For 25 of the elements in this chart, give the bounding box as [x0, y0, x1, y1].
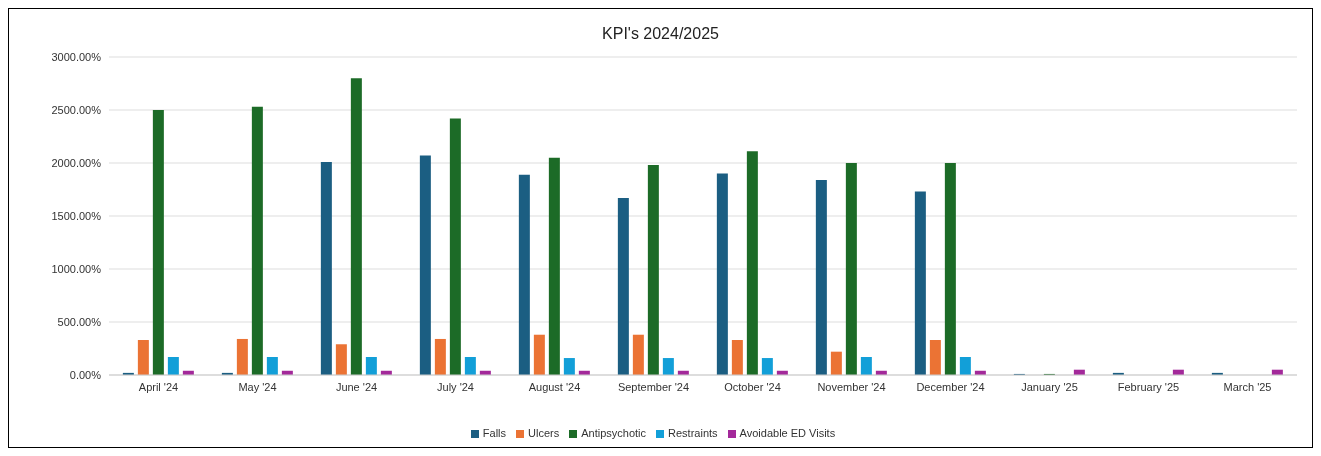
legend-label: Falls [482, 427, 507, 439]
x-tick-label: February '25 [1117, 380, 1180, 393]
y-tick-label: 1000.00% [51, 262, 102, 275]
y-tick-label: 0.00% [69, 368, 102, 381]
x-tick-label: May '24 [238, 380, 277, 393]
y-tick-label: 500.00% [57, 315, 102, 328]
legend-label: Restraints [668, 427, 718, 439]
legend-label: Antipsychotic [581, 427, 647, 439]
x-tick-label: April '24 [138, 380, 179, 393]
x-tick-label: January '25 [1021, 380, 1078, 393]
x-tick-label: August '24 [528, 380, 581, 393]
x-tick-label: December '24 [916, 380, 985, 393]
chart-title: KPI's 2024/2025 [601, 25, 720, 43]
y-tick-label: 2500.00% [51, 103, 102, 116]
x-tick-label: October '24 [724, 380, 781, 393]
legend-label: Ulcers [528, 427, 560, 439]
y-tick-label: 2000.00% [51, 156, 102, 169]
y-tick-label: 1500.00% [51, 209, 102, 222]
x-tick-label: July '24 [437, 380, 474, 393]
x-tick-label: September '24 [617, 380, 690, 393]
y-tick-label: 3000.00% [51, 50, 102, 63]
x-tick-label: June '24 [335, 380, 378, 393]
legend-label: Avoidable ED Visits [739, 427, 836, 439]
x-tick-label: November '24 [817, 380, 886, 393]
x-tick-label: March '25 [1223, 380, 1272, 393]
